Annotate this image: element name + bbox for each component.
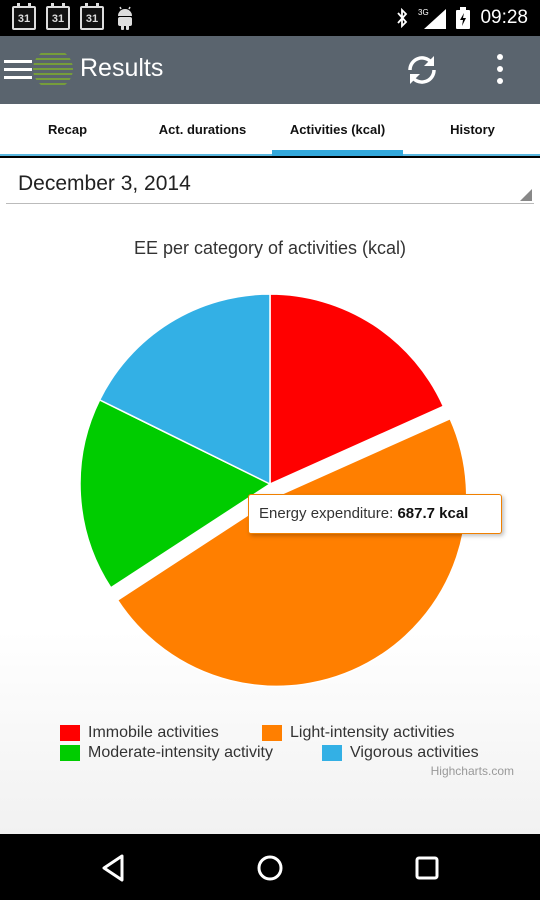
chart-tooltip: Energy expenditure: 687.7 kcal [248, 494, 502, 534]
pie-slice-vigorous[interactable] [98, 293, 271, 486]
legend-label: Vigorous activities [350, 744, 479, 761]
legend-label: Moderate-intensity activity [88, 744, 273, 761]
tab-recap[interactable]: Recap [47, 122, 88, 137]
nav-bar [0, 834, 540, 900]
chart-credits[interactable]: Highcharts.com [430, 764, 514, 778]
back-icon[interactable] [94, 848, 134, 888]
overflow-menu-icon[interactable] [496, 54, 504, 86]
home-icon[interactable] [250, 848, 290, 888]
legend-item-immobile[interactable]: Immobile activities [60, 724, 219, 742]
tab-bar: Recap Act. durations Activities (kcal) H… [0, 104, 540, 156]
network-type-label: 3G [418, 8, 429, 17]
battery-icon [456, 7, 471, 29]
tab-act-durations[interactable]: Act. durations [158, 122, 247, 137]
legend-swatch [60, 745, 80, 761]
legend-swatch [322, 745, 342, 761]
menu-icon[interactable] [4, 60, 32, 80]
legend-swatch [262, 725, 282, 741]
legend-label: Immobile activities [88, 724, 219, 741]
app-bar: Results [0, 36, 540, 104]
tab-history[interactable]: History [450, 122, 495, 137]
legend-swatch [60, 725, 80, 741]
date-dropdown-value: December 3, 2014 [18, 172, 191, 195]
bluetooth-icon [397, 8, 408, 28]
date-dropdown[interactable]: December 3, 2014 [6, 164, 534, 204]
legend-item-light[interactable]: Light-intensity activities [262, 724, 455, 742]
chart-title: EE per category of activities (kcal) [134, 238, 406, 258]
content-area: December 3, 2014 EE per category of acti… [0, 158, 540, 834]
status-bar: 31 31 31 3G 09:28 [0, 0, 540, 36]
pie-slice-moderate[interactable] [79, 398, 272, 589]
pie-chart: EE per category of activities (kcal) [79, 238, 468, 687]
dropdown-arrow-icon [520, 189, 532, 201]
refresh-icon[interactable] [404, 52, 440, 88]
legend-item-vigorous[interactable]: Vigorous activities [322, 744, 479, 762]
status-time: 09:28 [480, 7, 528, 28]
recents-icon[interactable] [407, 848, 447, 888]
signal-icon: 3G [418, 8, 447, 29]
app-logo [33, 53, 73, 85]
calendar-icon: 31 [12, 3, 36, 30]
tooltip-value: 687.7 kcal [397, 505, 469, 522]
android-icon [118, 6, 132, 30]
tab-activities-kcal[interactable]: Activities (kcal) [270, 104, 405, 156]
legend-label: Light-intensity activities [290, 724, 455, 741]
legend-item-moderate[interactable]: Moderate-intensity activity [60, 744, 273, 762]
calendar-icon: 31 [46, 3, 70, 30]
tooltip-label: Energy expenditure: [259, 505, 394, 522]
pie-slice-immobile[interactable] [269, 293, 445, 486]
app-title: Results [80, 54, 164, 82]
calendar-icon: 31 [80, 3, 104, 30]
